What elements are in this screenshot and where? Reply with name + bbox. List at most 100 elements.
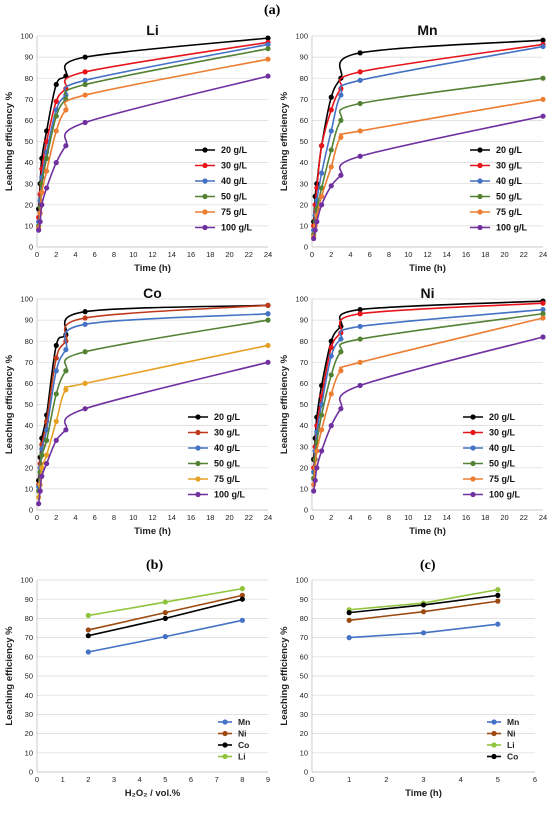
data-point bbox=[328, 164, 334, 170]
legend-label: Co bbox=[507, 752, 518, 762]
x-axis-title: Time (h) bbox=[409, 263, 446, 274]
legend-marker bbox=[202, 209, 208, 215]
data-point bbox=[82, 77, 88, 83]
data-point bbox=[319, 202, 325, 208]
x-tick-label: 16 bbox=[462, 513, 470, 522]
legend-label: 75 g/L bbox=[496, 207, 523, 217]
legend-label: Ni bbox=[507, 729, 516, 739]
y-tick-label: 100 bbox=[20, 295, 33, 304]
series-100-g-l bbox=[311, 113, 546, 242]
data-point bbox=[338, 368, 344, 374]
panel-label-a: (a) bbox=[264, 3, 281, 18]
data-point bbox=[239, 617, 245, 623]
y-tick-label: 40 bbox=[300, 421, 308, 430]
data-point bbox=[39, 465, 45, 471]
y-tick-label: 70 bbox=[300, 95, 308, 104]
legend-marker bbox=[470, 429, 476, 436]
data-point bbox=[328, 391, 334, 397]
data-point bbox=[63, 387, 69, 393]
x-tick-label: 14 bbox=[443, 250, 451, 259]
data-point bbox=[53, 355, 59, 361]
y-tick-label: 50 bbox=[25, 137, 33, 146]
y-tick-label: 30 bbox=[300, 442, 308, 451]
data-point bbox=[239, 586, 245, 592]
legend-marker bbox=[195, 445, 201, 451]
legend-marker bbox=[195, 491, 201, 498]
data-point bbox=[265, 41, 271, 48]
data-point bbox=[162, 599, 168, 605]
series-li bbox=[85, 586, 245, 619]
data-point bbox=[346, 610, 352, 616]
series-line bbox=[312, 45, 544, 231]
x-tick-label: 12 bbox=[148, 250, 156, 259]
y-tick-label: 20 bbox=[25, 729, 33, 738]
x-tick-label: 20 bbox=[500, 250, 508, 259]
x-tick-label: 2 bbox=[54, 250, 58, 259]
y-tick-label: 0 bbox=[29, 243, 33, 252]
data-point bbox=[82, 321, 88, 327]
data-point bbox=[338, 336, 344, 342]
legend-marker bbox=[202, 193, 208, 200]
data-point bbox=[37, 219, 43, 225]
data-point bbox=[63, 347, 69, 353]
legend-marker bbox=[477, 162, 483, 169]
y-tick-label: 40 bbox=[25, 691, 33, 700]
y-tick-label: 70 bbox=[300, 633, 308, 642]
x-tick-label: 6 bbox=[93, 513, 97, 522]
x-tick-label: 18 bbox=[206, 250, 214, 259]
data-point bbox=[540, 96, 546, 102]
y-tick-label: 30 bbox=[25, 442, 33, 451]
data-point bbox=[328, 353, 334, 359]
x-tick-label: 8 bbox=[112, 250, 116, 259]
data-point bbox=[495, 621, 501, 627]
data-point bbox=[82, 54, 88, 60]
legend-label: Ni bbox=[238, 729, 247, 739]
data-point bbox=[63, 368, 69, 374]
data-point bbox=[312, 227, 318, 233]
data-point bbox=[239, 592, 245, 598]
data-point bbox=[357, 311, 363, 317]
data-point bbox=[53, 128, 59, 134]
legend-marker bbox=[477, 224, 483, 231]
y-tick-label: 80 bbox=[300, 614, 308, 623]
data-point bbox=[82, 81, 88, 88]
series-50-g-l bbox=[311, 311, 546, 481]
data-point bbox=[540, 37, 546, 43]
y-tick-label: 20 bbox=[25, 200, 33, 209]
data-point bbox=[36, 501, 42, 507]
data-point bbox=[162, 634, 168, 640]
x-tick-label: 0 bbox=[35, 250, 39, 259]
data-point bbox=[338, 117, 344, 123]
x-tick-label: 18 bbox=[481, 513, 489, 522]
data-point bbox=[540, 75, 546, 81]
x-tick-label: 5 bbox=[163, 775, 167, 784]
x-tick-label: 6 bbox=[368, 513, 372, 522]
y-tick-label: 50 bbox=[300, 400, 308, 409]
legend: 20 g/L 30 g/L 40 g/L 50 g/L 75 g/L 100 g/L bbox=[195, 145, 253, 233]
data-point bbox=[82, 380, 88, 386]
data-point bbox=[357, 69, 363, 75]
data-point bbox=[314, 465, 320, 471]
legend-label: 30 g/L bbox=[489, 428, 516, 438]
legend-label: 30 g/L bbox=[496, 161, 523, 171]
y-axis-title: Leaching efficiency % bbox=[4, 354, 15, 454]
x-tick-label: 12 bbox=[148, 513, 156, 522]
x-tick-label: 6 bbox=[93, 250, 97, 259]
chart-title: Li bbox=[146, 22, 158, 38]
data-point bbox=[357, 323, 363, 330]
data-point bbox=[53, 81, 59, 88]
x-tick-label: 16 bbox=[187, 250, 195, 259]
data-point bbox=[540, 300, 546, 306]
legend-label: 100 g/L bbox=[214, 490, 246, 500]
data-point bbox=[540, 306, 546, 313]
data-point bbox=[39, 202, 45, 208]
y-tick-label: 10 bbox=[25, 485, 33, 494]
data-point bbox=[319, 143, 325, 149]
chart-h2o2-effect: 0 10 20 30 40 50 60 70 80 90 100 0 1 2 3 4 5 6 7 8 9 H₂O₂ / v… bbox=[4, 576, 270, 799]
series-line bbox=[312, 317, 544, 485]
x-tick-label: 22 bbox=[245, 250, 253, 259]
data-point bbox=[338, 172, 344, 178]
data-point bbox=[82, 92, 88, 98]
